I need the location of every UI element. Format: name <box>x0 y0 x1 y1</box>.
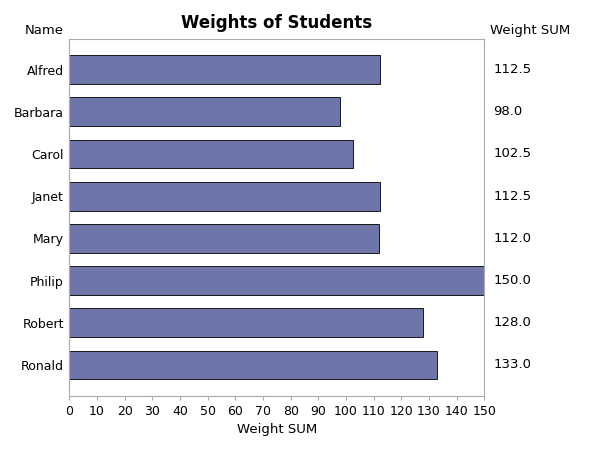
Bar <box>70 266 484 295</box>
Text: 102.5: 102.5 <box>493 148 531 161</box>
Text: 128.0: 128.0 <box>493 316 531 329</box>
Bar <box>70 351 437 379</box>
Text: 112.5: 112.5 <box>493 189 531 202</box>
X-axis label: Weight SUM: Weight SUM <box>236 423 317 436</box>
Text: 150.0: 150.0 <box>493 274 531 287</box>
Text: Weight SUM: Weight SUM <box>490 24 571 37</box>
Text: 98.0: 98.0 <box>493 105 523 118</box>
Bar <box>70 182 380 211</box>
Text: 133.0: 133.0 <box>493 359 531 371</box>
Bar <box>70 97 340 126</box>
Bar <box>70 140 353 168</box>
Bar <box>70 224 379 253</box>
Title: Weights of Students: Weights of Students <box>181 14 373 32</box>
Text: Name: Name <box>25 24 64 37</box>
Text: 112.0: 112.0 <box>493 232 531 245</box>
Bar <box>70 308 424 337</box>
Bar <box>70 55 380 84</box>
Text: 112.5: 112.5 <box>493 63 531 76</box>
